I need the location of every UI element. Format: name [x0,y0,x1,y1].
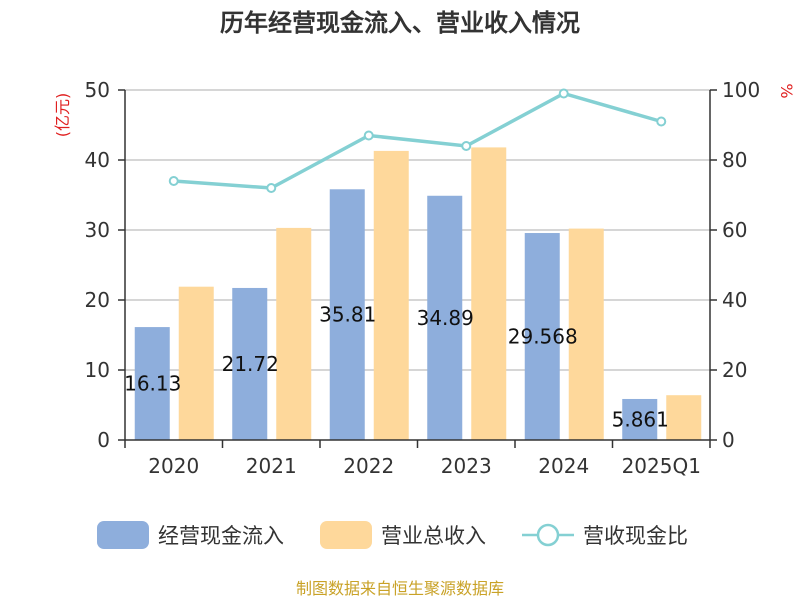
revenue-bar[interactable] [276,227,312,440]
legend-swatch [320,521,372,549]
right-tick-label: 60 [722,218,747,242]
x-tick-label: 2021 [246,454,297,478]
left-tick-label: 50 [85,78,110,102]
ratio-point[interactable] [363,130,374,141]
revenue-bar[interactable] [568,228,604,440]
ratio-point[interactable] [266,183,277,193]
legend-label: 营收现金比 [583,524,688,548]
cash-inflow-bar[interactable] [134,327,170,440]
cash-inflow-data-label: 21.72 [222,352,279,376]
ratio-line [168,88,667,193]
legend-label: 营业总收入 [381,524,486,548]
cash-inflow-bar[interactable] [622,398,658,440]
left-tick-label: 30 [85,218,110,242]
bars [134,147,702,440]
grid [125,89,710,371]
ratio-point[interactable] [461,141,472,151]
x-tick-label: 2022 [343,454,394,478]
cash-inflow-bar[interactable] [524,233,560,440]
legend-revenue[interactable]: 营业总收入 [320,521,486,549]
cash-inflow-data-label: 29.568 [508,325,578,349]
source-note: 制图数据来自恒生聚源数据库 [296,579,504,598]
cash-inflow-bar[interactable] [232,287,268,440]
right-tick-label: 40 [722,288,747,312]
legend-label: 经营现金流入 [158,524,284,548]
ratio-line-path [173,91,662,190]
cash-inflow-bar[interactable] [427,195,463,440]
right-tick-label: 100 [722,78,760,102]
ratio-point[interactable] [168,176,179,186]
right-tick-label: 0 [722,428,735,452]
data-labels: 16.13 21.72 35.81 34.89 29.568 5.861 [124,303,669,432]
cash-inflow-data-label: 5.861 [612,407,669,431]
legend-ratio[interactable]: 营收现金比 [522,523,688,548]
legend-marker [536,523,560,547]
ratio-point[interactable] [558,88,569,99]
cash-inflow-bar[interactable] [329,189,365,440]
axes: 0 10 20 30 40 50 0 20 40 60 80 100 2020 2021 2022 2023 2… [85,78,761,478]
right-tick-label: 80 [722,148,747,172]
revenue-bar[interactable] [666,395,702,440]
cash-inflow-data-label: 34.89 [417,306,474,330]
ratio-point[interactable] [656,116,667,127]
left-tick-label: 40 [85,148,110,172]
revenue-bar[interactable] [373,150,409,440]
revenue-bar[interactable] [178,286,214,440]
legend[interactable]: 经营现金流入 营业总收入 营收现金比 [97,521,688,549]
revenue-bar[interactable] [471,147,507,440]
cash-inflow-data-label: 16.13 [124,372,181,396]
x-tick-label: 2025Q1 [622,454,701,478]
legend-swatch [97,521,149,549]
right-tick-label: 20 [722,358,747,382]
left-tick-label: 20 [85,288,110,312]
chart-title: 历年经营现金流入、营业收入情况 [220,9,580,37]
x-tick-label: 2023 [441,454,492,478]
left-tick-label: 0 [97,428,110,452]
x-tick-label: 2024 [538,454,589,478]
left-axis-unit: (亿元) [53,93,72,138]
right-axis-unit: % [777,83,796,98]
left-tick-label: 10 [85,358,110,382]
cash-inflow-data-label: 35.81 [319,303,376,327]
x-tick-label: 2020 [148,454,199,478]
legend-cash-inflow[interactable]: 经营现金流入 [97,521,284,549]
